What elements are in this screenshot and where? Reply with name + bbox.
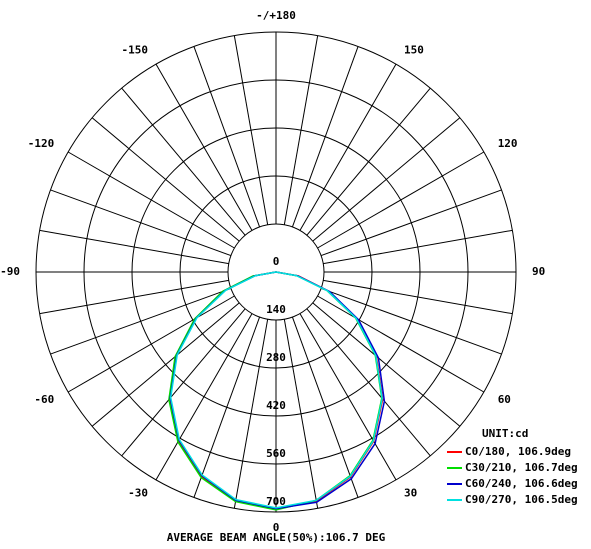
theta-tick-label: 30	[404, 487, 417, 500]
r-tick-label: 420	[266, 399, 286, 412]
theta-tick-label: -150	[122, 43, 149, 56]
legend-label: C90/270, 106.5deg	[465, 493, 578, 506]
unit-label: UNIT:cd	[482, 427, 528, 440]
chart-title: AVERAGE BEAM ANGLE(50%):106.7 DEG	[167, 531, 386, 544]
theta-tick-label: 120	[498, 137, 518, 150]
theta-tick-label: -60	[34, 393, 54, 406]
r-tick-label: 280	[266, 351, 286, 364]
ring-grid-line	[227, 223, 325, 321]
theta-tick-label: -/+180	[256, 9, 296, 22]
theta-tick-label: 150	[404, 43, 424, 56]
r-tick-label: 140	[266, 303, 286, 316]
theta-tick-label: -120	[28, 137, 55, 150]
theta-tick-label: -90	[0, 265, 20, 278]
theta-tick-label: 90	[532, 265, 545, 278]
theta-tick-label: 0	[273, 521, 280, 534]
legend-label: C30/210, 106.7deg	[465, 461, 578, 474]
theta-tick-label: -30	[128, 487, 148, 500]
ring-grid-line	[83, 79, 469, 465]
legend-label: C60/240, 106.6deg	[465, 477, 578, 490]
r-tick-label: 700	[266, 495, 286, 508]
r-tick-label: 560	[266, 447, 286, 460]
legend-label: C0/180, 106.9deg	[465, 445, 571, 458]
ring-grid-line	[179, 175, 373, 369]
r-tick-label: 0	[273, 255, 280, 268]
ring-grid-line	[35, 31, 517, 513]
theta-tick-label: 60	[498, 393, 511, 406]
ring-grid-line	[131, 127, 421, 417]
series-line	[169, 271, 383, 509]
